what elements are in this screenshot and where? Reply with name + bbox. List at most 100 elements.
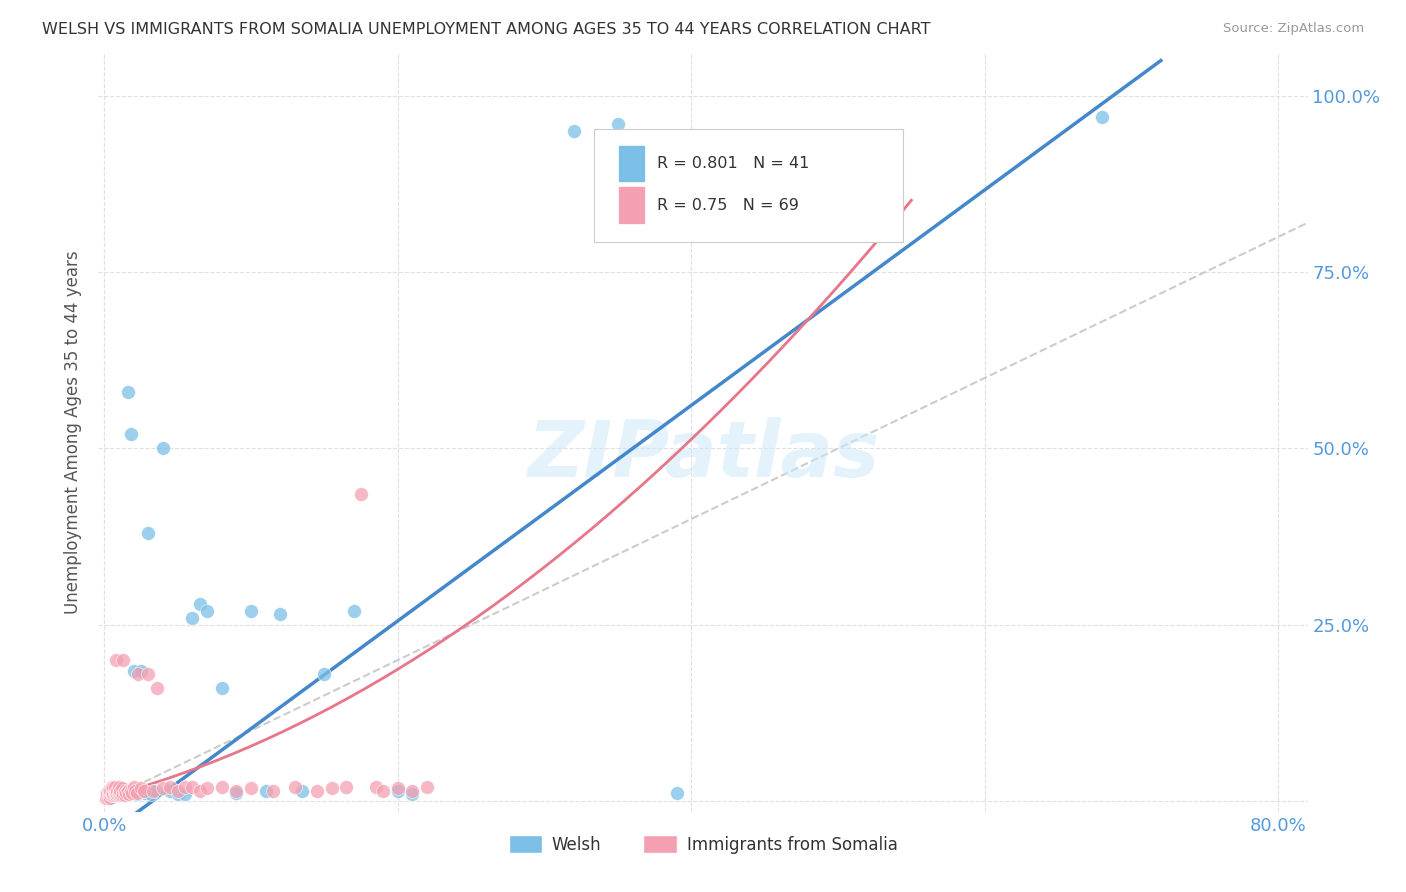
- FancyBboxPatch shape: [595, 129, 903, 242]
- Point: [98, 789, 121, 803]
- Point: [159, 780, 181, 794]
- Point: [127, 667, 149, 681]
- Point: [181, 611, 204, 625]
- Point: [166, 783, 188, 797]
- Point: [96, 786, 118, 800]
- Point: [110, 787, 132, 801]
- Point: [103, 780, 125, 794]
- Point: [108, 780, 131, 794]
- Text: ZIPatlas: ZIPatlas: [527, 417, 879, 493]
- Point: [562, 124, 585, 138]
- Point: [112, 787, 135, 801]
- Point: [240, 604, 263, 618]
- Legend: Welsh, Immigrants from Somalia: Welsh, Immigrants from Somalia: [502, 829, 904, 860]
- Point: [114, 783, 136, 797]
- Point: [101, 789, 124, 803]
- Point: [291, 783, 314, 797]
- Point: [124, 783, 146, 797]
- Point: [117, 783, 139, 797]
- Point: [195, 604, 218, 618]
- Point: [136, 526, 159, 541]
- Point: [122, 780, 145, 794]
- Point: [129, 781, 152, 796]
- Point: [122, 664, 145, 678]
- Point: [120, 783, 142, 797]
- Point: [125, 787, 148, 801]
- Point: [134, 786, 156, 800]
- Point: [97, 790, 120, 805]
- Bar: [619, 145, 645, 183]
- Point: [117, 385, 139, 400]
- Point: [97, 789, 120, 803]
- Point: [371, 783, 394, 797]
- Point: [101, 786, 124, 800]
- Point: [115, 786, 138, 800]
- Point: [108, 789, 131, 803]
- Text: WELSH VS IMMIGRANTS FROM SOMALIA UNEMPLOYMENT AMONG AGES 35 TO 44 YEARS CORRELAT: WELSH VS IMMIGRANTS FROM SOMALIA UNEMPLO…: [42, 22, 931, 37]
- Point: [94, 790, 117, 805]
- Point: [107, 786, 129, 800]
- Point: [98, 790, 121, 805]
- Point: [343, 604, 366, 618]
- Point: [387, 783, 409, 797]
- Point: [350, 487, 373, 501]
- Point: [101, 789, 124, 803]
- Point: [114, 789, 136, 803]
- Point: [195, 781, 218, 796]
- Point: [132, 783, 155, 797]
- Point: [108, 786, 131, 800]
- Text: R = 0.801   N = 41: R = 0.801 N = 41: [657, 156, 810, 171]
- Point: [240, 781, 263, 796]
- Point: [100, 789, 122, 803]
- Point: [1091, 110, 1114, 124]
- Point: [211, 780, 233, 794]
- Point: [269, 607, 291, 622]
- Point: [107, 787, 129, 801]
- Point: [111, 786, 134, 800]
- Point: [225, 786, 247, 800]
- Point: [188, 597, 211, 611]
- Point: [152, 781, 174, 796]
- Point: [105, 653, 128, 667]
- Point: [146, 681, 169, 696]
- Point: [96, 789, 118, 804]
- Point: [121, 786, 143, 800]
- Point: [103, 787, 125, 801]
- Point: [145, 783, 167, 797]
- Point: [136, 667, 159, 681]
- Point: [105, 789, 128, 803]
- Text: R = 0.75   N = 69: R = 0.75 N = 69: [657, 198, 799, 212]
- Point: [174, 787, 197, 801]
- Point: [107, 783, 129, 797]
- Point: [364, 780, 387, 794]
- Point: [108, 783, 131, 797]
- Point: [129, 664, 152, 678]
- Point: [120, 427, 142, 442]
- Point: [110, 783, 132, 797]
- Point: [100, 787, 122, 801]
- Point: [111, 789, 134, 803]
- Point: [110, 789, 132, 803]
- Point: [416, 780, 439, 794]
- Point: [387, 781, 409, 796]
- Point: [125, 786, 148, 800]
- Point: [101, 781, 124, 796]
- Point: [314, 667, 336, 681]
- Point: [188, 783, 211, 797]
- Point: [262, 783, 284, 797]
- Point: [606, 117, 628, 131]
- Point: [254, 783, 277, 797]
- Point: [103, 786, 125, 800]
- Point: [141, 787, 163, 801]
- Point: [166, 787, 188, 801]
- Point: [105, 786, 128, 800]
- Point: [174, 780, 197, 794]
- Point: [112, 653, 135, 667]
- Point: [103, 783, 125, 797]
- Point: [225, 783, 247, 797]
- Point: [97, 783, 120, 797]
- Point: [98, 787, 121, 801]
- Point: [335, 780, 357, 794]
- Point: [159, 783, 181, 797]
- Point: [211, 681, 233, 696]
